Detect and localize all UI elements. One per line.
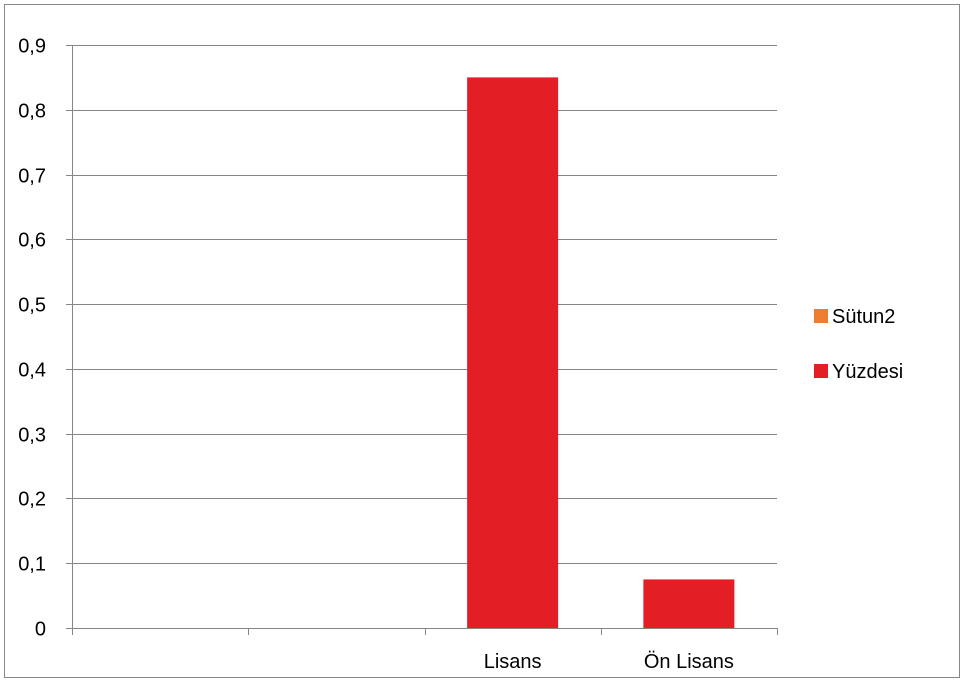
y-tick-label: 0,1 [18, 554, 46, 576]
x-tick-label: Lisans [484, 651, 542, 673]
legend-label: Sütun2 [832, 306, 895, 328]
legend-swatch [814, 309, 828, 323]
bar [467, 77, 559, 628]
y-tick-label: 0,8 [18, 101, 46, 123]
y-tick-label: 0,5 [18, 295, 46, 317]
legend-label: Yüzdesi [832, 361, 903, 383]
y-tick-label: 0,3 [18, 425, 46, 447]
axes: 0 0,1 0,2 0,3 0,4 0,5 0,6 0,7 0,8 0,9 Lisans Ön Lis… [18, 36, 778, 673]
y-tick-label: 0,9 [18, 36, 46, 58]
legend-swatch [814, 364, 828, 378]
gridlines [66, 45, 777, 564]
y-tick-label: 0,7 [18, 166, 46, 188]
x-tick-label: Ön Lisans [644, 651, 734, 673]
legend: Sütun2 Yüzdesi [814, 306, 903, 383]
bars [467, 77, 735, 628]
y-tick-label: 0,2 [18, 489, 46, 511]
y-tick-label: 0,4 [18, 360, 46, 382]
bar [643, 579, 735, 628]
y-tick-label: 0,6 [18, 230, 46, 252]
y-tick-label: 0 [35, 619, 46, 641]
